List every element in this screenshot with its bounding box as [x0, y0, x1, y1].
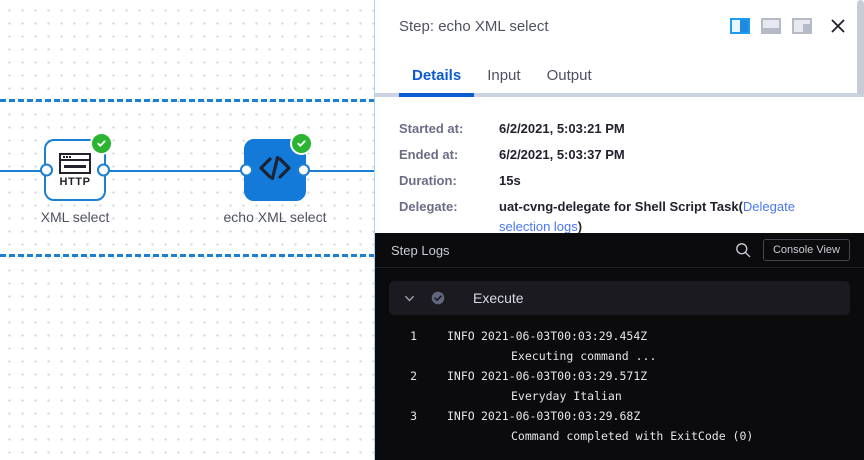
connector-wire-in: [0, 170, 48, 172]
tab-input[interactable]: Input: [487, 67, 521, 84]
node-xml-select[interactable]: HTTP XML select: [40, 132, 113, 225]
detail-key: Ended at:: [399, 147, 459, 162]
panel-header-actions: [730, 15, 849, 37]
code-brackets-icon: [257, 155, 293, 186]
node-input-port[interactable]: [40, 163, 53, 177]
node-label: echo XML select: [223, 209, 327, 225]
stage-divider-bottom: [0, 254, 375, 257]
step-logs-panel: Step Logs Console View: [375, 233, 864, 460]
http-icon: HTTP: [59, 152, 91, 188]
log-timestamp: 2021-06-03T00:03:29.454Z: [481, 329, 648, 343]
side-panel-layout-icon[interactable]: [792, 18, 812, 34]
step-logs-title: Step Logs: [391, 242, 450, 258]
node-input-port[interactable]: [240, 163, 253, 177]
log-level: INFO: [447, 369, 475, 383]
http-icon-label: HTTP: [59, 175, 91, 188]
delegate-text-suffix: ): [577, 219, 583, 234]
log-message: Executing command ...: [511, 349, 657, 363]
detail-key: Started at:: [399, 121, 464, 136]
detail-row-delegate: Delegate: uat-cvng-delegate for Shell Sc…: [399, 197, 840, 237]
detail-key: Delegate:: [399, 199, 458, 214]
detail-value: 6/2/2021, 5:03:37 PM: [499, 147, 625, 162]
panel-title: Step: echo XML select: [399, 17, 549, 35]
panel-tabs: Details Input Output: [375, 52, 864, 97]
log-lines[interactable]: 1 INFO 2021-06-03T00:03:29.454Z Executin…: [375, 326, 864, 446]
log-timestamp: 2021-06-03T00:03:29.571Z: [481, 369, 648, 383]
stage-divider-top: [0, 99, 375, 102]
node-output-port[interactable]: [297, 163, 310, 177]
log-section-execute[interactable]: Execute: [389, 281, 850, 315]
step-details-panel: Step: echo XML select Details Input Outp…: [375, 0, 864, 460]
chevron-down-icon[interactable]: [403, 292, 416, 305]
close-icon[interactable]: [827, 15, 849, 37]
split-right-layout-icon[interactable]: [730, 18, 750, 34]
log-entry: 2 INFO 2021-06-03T00:03:29.571Z Everyday…: [391, 366, 864, 406]
log-message: Everyday Italian: [511, 389, 622, 403]
success-check-icon: [290, 132, 313, 155]
detail-row: Duration: 15s: [399, 171, 840, 191]
panel-scrollbar-thumb[interactable]: [857, 0, 864, 95]
node-box[interactable]: HTTP: [40, 132, 113, 201]
details-section: Started at: 6/2/2021, 5:03:21 PM Ended a…: [375, 97, 864, 237]
node-echo-xml-select[interactable]: echo XML select: [224, 132, 326, 225]
log-entry: 1 INFO 2021-06-03T00:03:29.454Z Executin…: [391, 326, 864, 366]
detail-row: Started at: 6/2/2021, 5:03:21 PM: [399, 119, 840, 139]
panel-scrollbar[interactable]: [857, 0, 864, 460]
connector-wire-middle: [102, 170, 244, 172]
delegate-selection-logs-link[interactable]: Delegate selection logs: [499, 199, 795, 234]
pipeline-canvas[interactable]: HTTP XML select: [0, 0, 375, 460]
detail-key: Duration:: [399, 173, 457, 188]
log-entry: 3 INFO 2021-06-03T00:03:29.68Z Command c…: [391, 406, 864, 446]
node-box[interactable]: [240, 132, 313, 201]
detail-row: Ended at: 6/2/2021, 5:03:37 PM: [399, 145, 840, 165]
node-output-port[interactable]: [97, 163, 110, 177]
panel-header: Step: echo XML select: [375, 0, 864, 52]
tab-details[interactable]: Details: [399, 67, 475, 97]
log-level: INFO: [447, 409, 475, 423]
detail-value: 6/2/2021, 5:03:21 PM: [499, 121, 625, 136]
search-icon[interactable]: [735, 242, 751, 258]
canvas-right-edge: [374, 0, 375, 460]
bottom-panel-layout-icon[interactable]: [761, 18, 781, 34]
success-check-icon: [90, 132, 113, 155]
detail-value: 15s: [499, 173, 521, 188]
log-line-number: 3: [410, 409, 417, 423]
log-level: INFO: [447, 329, 475, 343]
console-view-button[interactable]: Console View: [762, 239, 850, 261]
success-check-icon: [431, 291, 445, 305]
delegate-text: uat-cvng-delegate for Shell Script Task(: [499, 199, 743, 214]
detail-value: uat-cvng-delegate for Shell Script Task(…: [499, 197, 840, 237]
connector-wire-out: [306, 170, 375, 172]
log-line-number: 2: [410, 369, 417, 383]
log-message: Command completed with ExitCode (0): [511, 429, 754, 443]
step-logs-header: Step Logs Console View: [375, 233, 864, 268]
log-timestamp: 2021-06-03T00:03:29.68Z: [481, 409, 641, 423]
log-section-label: Execute: [473, 290, 524, 306]
tab-output[interactable]: Output: [546, 67, 592, 84]
log-line-number: 1: [410, 329, 417, 343]
node-label: XML select: [40, 209, 110, 225]
